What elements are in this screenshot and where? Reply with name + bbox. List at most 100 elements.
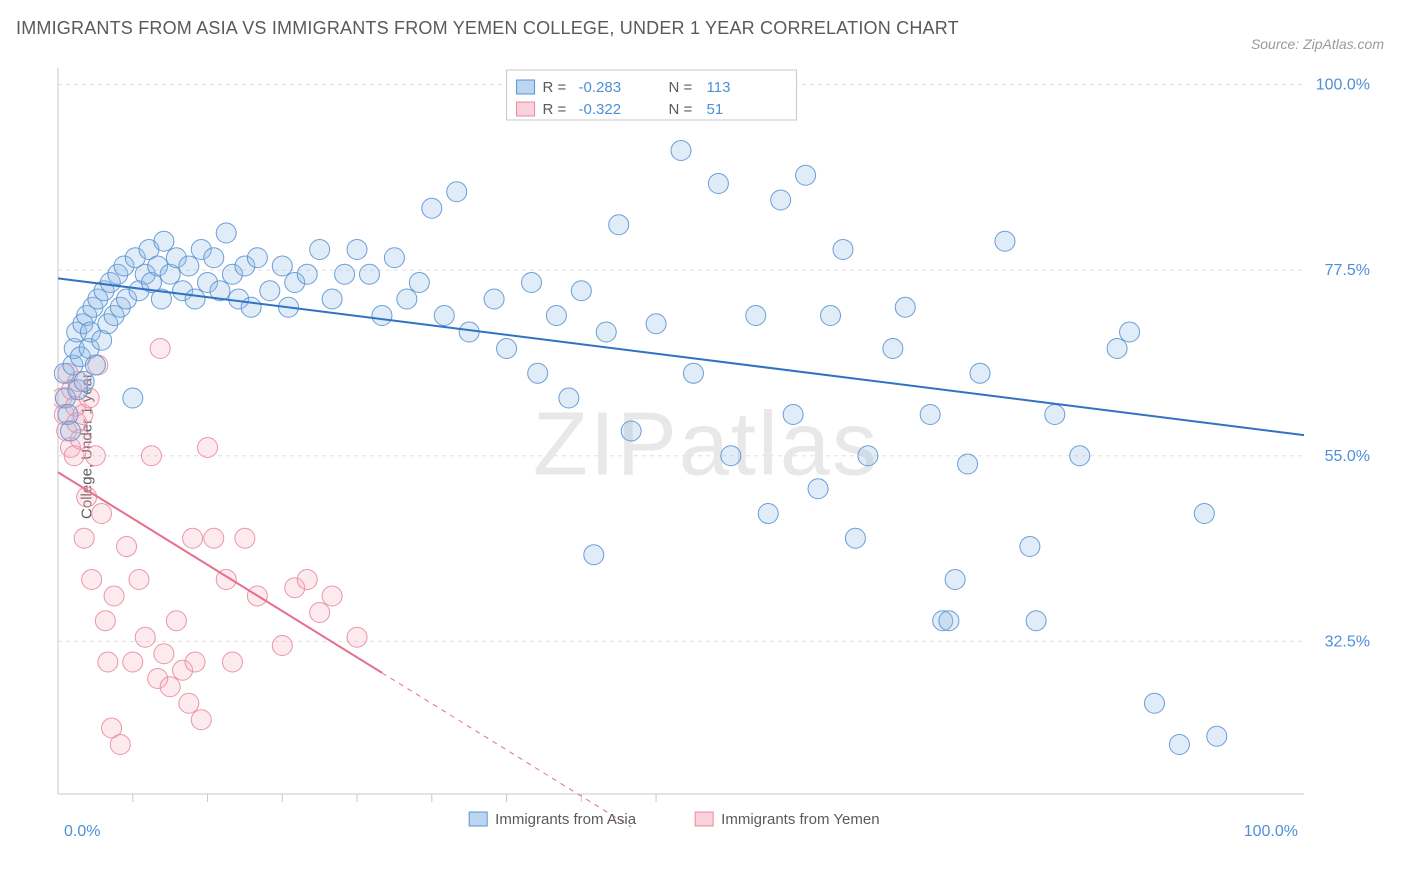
data-point <box>1070 446 1090 466</box>
source-value: ZipAtlas.com <box>1303 36 1384 52</box>
data-point <box>746 306 766 326</box>
data-point <box>360 264 380 284</box>
data-point <box>95 611 115 631</box>
y-tick-label: 100.0% <box>1316 77 1370 94</box>
x-tick-label: 100.0% <box>1244 823 1298 840</box>
data-point <box>546 306 566 326</box>
data-point <box>384 248 404 268</box>
data-point <box>272 636 292 656</box>
data-point <box>858 446 878 466</box>
data-point <box>783 405 803 425</box>
scatter-chart: 32.5%55.0%77.5%100.0%ZIPatlas0.0%100.0%R… <box>54 62 1376 840</box>
data-point <box>104 586 124 606</box>
regression-line-extrapolated <box>382 673 631 827</box>
data-point <box>484 289 504 309</box>
data-point <box>596 322 616 342</box>
legend-swatch <box>695 812 713 826</box>
data-point <box>185 289 205 309</box>
data-point <box>808 479 828 499</box>
data-point <box>1144 693 1164 713</box>
data-point <box>434 306 454 326</box>
data-point <box>123 652 143 672</box>
data-point <box>123 388 143 408</box>
data-point <box>646 314 666 334</box>
data-point <box>204 528 224 548</box>
legend-stat-value: -0.322 <box>579 101 622 118</box>
data-point <box>1107 339 1127 359</box>
data-point <box>1207 726 1227 746</box>
data-point <box>85 446 105 466</box>
legend-stat-key: N = <box>669 79 693 96</box>
data-point <box>98 652 118 672</box>
data-point <box>945 570 965 590</box>
data-point <box>920 405 940 425</box>
data-point <box>322 289 342 309</box>
data-point <box>447 182 467 202</box>
data-point <box>1169 735 1189 755</box>
x-tick-label: 0.0% <box>64 823 100 840</box>
source-label: Source: ZipAtlas.com <box>1251 36 1384 52</box>
data-point <box>833 240 853 260</box>
data-point <box>185 652 205 672</box>
data-point <box>166 611 186 631</box>
data-point <box>183 528 203 548</box>
data-point <box>310 603 330 623</box>
legend-stat-key: N = <box>669 101 693 118</box>
data-point <box>150 339 170 359</box>
data-point <box>1020 537 1040 557</box>
data-point <box>821 306 841 326</box>
data-point <box>235 528 255 548</box>
data-point <box>179 256 199 276</box>
data-point <box>322 586 342 606</box>
data-point <box>297 264 317 284</box>
data-point <box>335 264 355 284</box>
data-point <box>191 710 211 730</box>
data-point <box>85 355 105 375</box>
data-point <box>154 231 174 251</box>
data-point <box>372 306 392 326</box>
regression-line <box>58 472 382 673</box>
data-point <box>247 248 267 268</box>
data-point <box>272 256 292 276</box>
data-point <box>222 652 242 672</box>
data-point <box>160 677 180 697</box>
legend-swatch <box>517 102 535 116</box>
data-point <box>995 231 1015 251</box>
legend-label: Immigrants from Yemen <box>721 811 879 828</box>
data-point <box>110 735 130 755</box>
watermark: ZIPatlas <box>533 395 879 495</box>
data-point <box>559 388 579 408</box>
data-point <box>708 174 728 194</box>
legend-stat-value: -0.283 <box>579 79 622 96</box>
data-point <box>82 570 102 590</box>
legend-stat-value: 51 <box>707 101 724 118</box>
data-point <box>683 363 703 383</box>
data-point <box>260 281 280 301</box>
data-point <box>958 454 978 474</box>
data-point <box>939 611 959 631</box>
data-point <box>422 198 442 218</box>
legend-swatch <box>517 80 535 94</box>
data-point <box>74 528 94 548</box>
legend-stat-key: R = <box>543 79 567 96</box>
data-point <box>179 693 199 713</box>
legend-swatch <box>469 812 487 826</box>
data-point <box>310 240 330 260</box>
data-point <box>883 339 903 359</box>
data-point <box>459 322 479 342</box>
legend-label: Immigrants from Asia <box>495 811 637 828</box>
legend-stat-value: 113 <box>707 79 731 96</box>
data-point <box>117 537 137 557</box>
data-point <box>845 528 865 548</box>
data-point <box>204 248 224 268</box>
data-point <box>129 570 149 590</box>
source-key: Source: <box>1251 36 1299 52</box>
data-point <box>397 289 417 309</box>
data-point <box>895 297 915 317</box>
data-point <box>92 504 112 524</box>
data-point <box>497 339 517 359</box>
data-point <box>970 363 990 383</box>
data-point <box>1026 611 1046 631</box>
data-point <box>241 297 261 317</box>
data-point <box>1045 405 1065 425</box>
